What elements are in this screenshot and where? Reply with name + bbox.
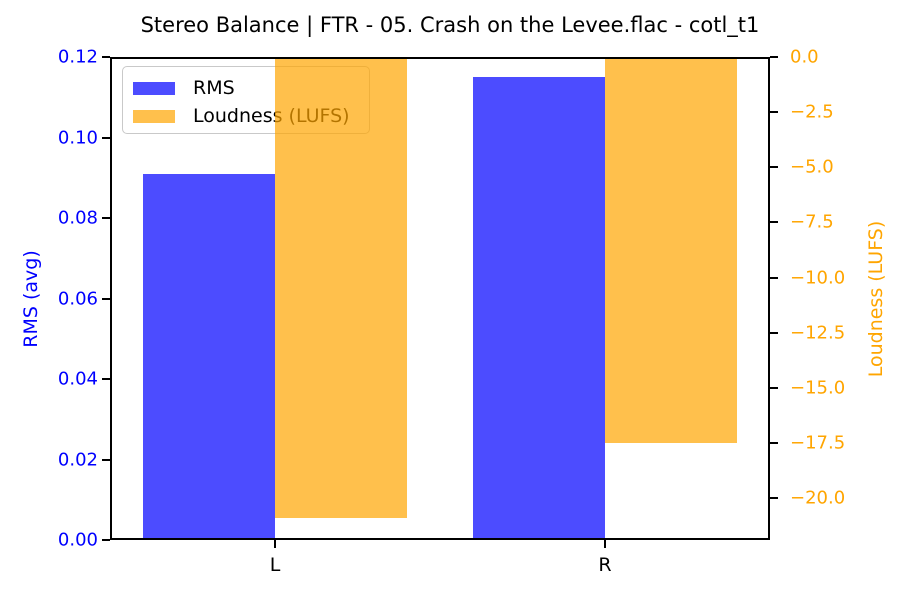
right-tick-mark [770,441,778,444]
left-tick-mark [102,217,110,219]
left-tick-mark [102,56,110,58]
left-tick-label: 0.04 [57,368,98,390]
right-tick-mark [770,166,778,169]
right-tick-label: −7.5 [790,211,834,233]
right-tick-mark [770,276,778,279]
left-tick-mark [102,136,110,139]
right-tick-mark [770,221,778,224]
x-tick-mark [604,540,606,548]
left-tick-label: 0.10 [57,127,98,148]
loudness-bar-l [275,57,407,518]
left-tick-mark [102,458,110,461]
right-tick-label: 0.0 [790,46,819,68]
left-tick-mark [102,297,110,300]
right-tick-label: −17.5 [790,432,846,454]
rms-bar-l [143,173,275,540]
x-tick-mark [274,540,276,548]
right-tick-mark [770,386,778,389]
right-axis-label: Loudness (LUFS) [865,220,887,377]
right-tick-mark [770,56,778,58]
x-tick-label-l: L [269,554,281,576]
left-tick-label: 0.08 [57,207,98,229]
legend-item-rms: RMS [133,74,369,102]
loudness-legend-swatch [133,109,175,123]
rms-legend-swatch [133,81,175,95]
right-tick-label: −2.5 [790,101,834,123]
right-tick-mark [770,497,778,500]
left-tick-label: 0.06 [57,288,98,309]
right-tick-label: −20.0 [790,487,846,509]
plot-area: RMS Loudness (LUFS) [110,57,770,540]
left-tick-label: 0.02 [57,449,98,470]
right-tick-label: −15.0 [790,377,846,399]
x-tick-label-r: R [598,554,612,576]
right-tick-mark [770,331,778,334]
left-tick-label: 0.12 [57,46,98,68]
left-tick-label: 0.00 [57,529,98,551]
left-tick-mark [102,378,110,380]
loudness-bar-r [605,57,737,443]
right-tick-label: −10.0 [790,267,846,289]
right-tick-label: −5.0 [790,156,834,178]
right-tick-mark [770,111,778,114]
chart-title: Stereo Balance | FTR - 05. Crash on the … [140,13,760,37]
right-tick-label: −12.5 [790,322,846,344]
left-tick-mark [102,539,110,541]
rms-bar-r [473,77,605,540]
rms-legend-label: RMS [193,77,235,99]
